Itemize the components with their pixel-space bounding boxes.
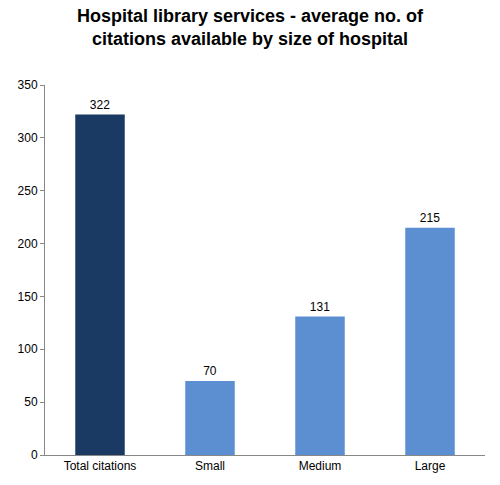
svg-text:150: 150: [18, 290, 38, 304]
svg-text:Small: Small: [195, 459, 225, 473]
svg-text:70: 70: [203, 364, 217, 378]
svg-text:Medium: Medium: [299, 459, 342, 473]
svg-text:0: 0: [31, 448, 38, 462]
svg-text:131: 131: [310, 300, 330, 314]
svg-text:Hospital library services - av: Hospital library services - average no. …: [77, 6, 424, 49]
svg-text:215: 215: [420, 211, 440, 225]
svg-text:Total citations: Total citations: [64, 459, 137, 473]
svg-text:100: 100: [18, 342, 38, 356]
svg-text:200: 200: [18, 237, 38, 251]
svg-text:300: 300: [18, 131, 38, 145]
svg-text:Large: Large: [415, 459, 446, 473]
svg-text:50: 50: [24, 395, 38, 409]
svg-text:250: 250: [18, 184, 38, 198]
svg-text:322: 322: [90, 98, 110, 112]
svg-text:350: 350: [18, 78, 38, 92]
